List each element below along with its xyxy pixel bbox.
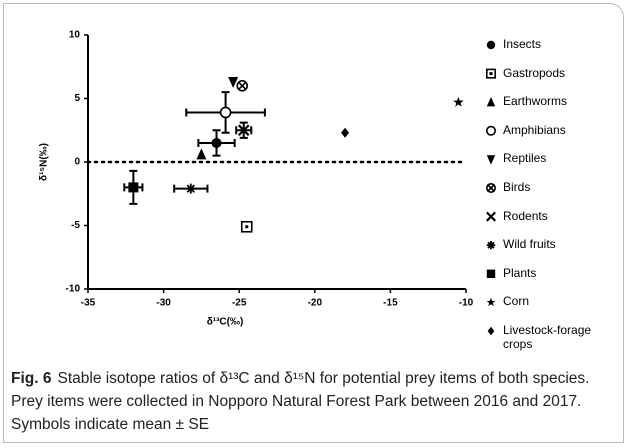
marker	[486, 211, 496, 222]
x-axis-label: δ¹³C(‰)	[207, 317, 244, 328]
marker-shape	[486, 155, 496, 165]
x-tick-label: -10	[459, 298, 474, 309]
legend-label-box: Amphibians	[503, 122, 566, 137]
legend-label: Gastropods	[503, 65, 566, 80]
marker-shape	[237, 124, 250, 137]
marker	[485, 183, 496, 194]
legend-label: Rodents	[503, 208, 548, 223]
legend-label: Insects	[503, 37, 542, 51]
marker	[196, 148, 207, 160]
legend-label: Birds	[503, 180, 531, 194]
marker	[486, 241, 496, 250]
legend-label: Corn	[503, 294, 530, 309]
x-tick-label: -15	[383, 298, 398, 309]
legend-label: Livestock-forage crops	[503, 323, 592, 351]
caption: Fig. 6 Stable isotope ratios of δ¹³C and …	[11, 367, 617, 436]
x-tick-label: -20	[308, 298, 323, 309]
marker-shape	[453, 96, 464, 107]
marker-shape	[486, 211, 496, 222]
marker	[240, 220, 253, 233]
marker	[236, 80, 249, 92]
marker-shape	[128, 182, 139, 193]
x-tick-label: -25	[232, 298, 247, 309]
marker-shape	[486, 183, 496, 193]
y-axis-label: δ¹⁵N(‰)	[39, 143, 50, 181]
legend-label: Earthworms	[503, 94, 568, 109]
figure-frame	[3, 3, 624, 443]
chart: δ¹³C(‰) δ¹⁵N(‰) -35 -30 -25 -20 -15 -10 -10 -5 0…	[39, 30, 592, 351]
legend-label-box: Plants	[503, 265, 537, 280]
marker-shape	[486, 241, 496, 250]
legend-label-box: Reptiles	[503, 151, 547, 166]
legend-label-box: Rodents	[503, 208, 548, 223]
marker	[486, 155, 496, 165]
y-tick-label: -10	[66, 284, 81, 295]
marker	[211, 137, 222, 148]
legend-label: Plants	[503, 265, 537, 280]
marker	[228, 76, 239, 88]
legend-label-box: Earthworms	[503, 94, 568, 109]
marker	[486, 40, 496, 50]
y-tick-label: 5	[74, 93, 80, 104]
marker-shape	[245, 225, 249, 229]
legend-label-box: Corn	[503, 294, 530, 309]
legend-label-box: Livestock-forage crops	[503, 323, 592, 351]
caption-text: Stable isotope ratios of δ¹³C and δ¹⁵N f…	[11, 370, 590, 433]
x-tick-label: -30	[156, 298, 171, 309]
marker	[341, 127, 350, 138]
marker-shape	[489, 72, 493, 76]
marker-shape	[487, 326, 495, 336]
marker	[453, 96, 464, 107]
legend-label: Wild fruits	[503, 237, 556, 252]
y-tick-label: -5	[71, 220, 80, 231]
legend-label: Amphibians	[503, 122, 566, 137]
marker-shape	[211, 137, 222, 148]
marker	[219, 106, 232, 119]
marker	[185, 183, 196, 194]
legend-label-box: Gastropods	[503, 65, 566, 80]
marker-shape	[485, 125, 496, 136]
marker-shape	[341, 127, 350, 138]
marker-shape	[486, 40, 496, 50]
legend-label: Reptiles	[503, 151, 547, 166]
marker-shape	[486, 97, 496, 107]
marker-shape	[228, 76, 239, 88]
marker	[486, 269, 496, 278]
y-tick-label: 10	[69, 30, 81, 41]
legend-label-box: Insects	[503, 37, 542, 51]
marker	[487, 326, 495, 336]
marker	[485, 125, 496, 136]
legend-label-box: Birds	[503, 180, 531, 194]
marker	[486, 97, 496, 107]
marker-shape	[196, 148, 207, 160]
marker-shape	[486, 297, 496, 307]
caption-label: Fig. 6	[11, 370, 52, 387]
marker	[237, 124, 250, 137]
x-tick-label: -35	[81, 298, 96, 309]
marker	[485, 68, 496, 79]
marker-shape	[185, 183, 196, 194]
marker-shape	[219, 106, 232, 119]
marker-shape	[486, 269, 496, 278]
y-tick-label: 0	[74, 157, 80, 168]
marker	[486, 297, 496, 307]
marker-shape	[238, 81, 247, 90]
legend-label-box: Wild fruits	[503, 237, 556, 252]
marker	[128, 182, 139, 193]
